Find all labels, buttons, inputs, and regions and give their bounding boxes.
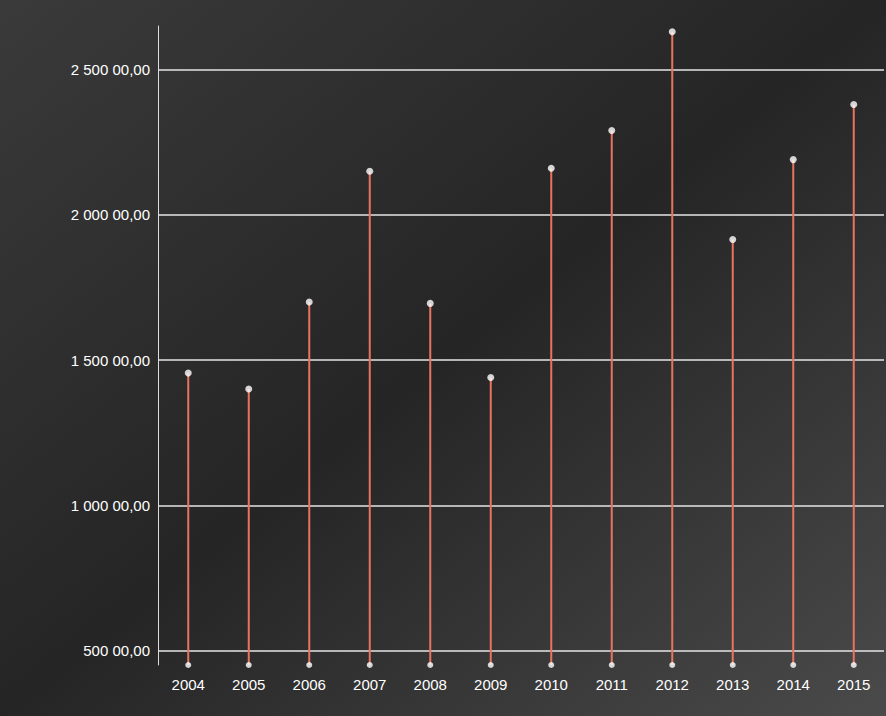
svg-text:2010: 2010: [535, 676, 568, 693]
svg-text:2013: 2013: [716, 676, 749, 693]
svg-text:2014: 2014: [777, 676, 810, 693]
svg-text:2005: 2005: [232, 676, 265, 693]
svg-text:2006: 2006: [293, 676, 326, 693]
svg-text:1 500 00,00: 1 500 00,00: [71, 352, 150, 369]
svg-text:2009: 2009: [474, 676, 507, 693]
svg-text:2015: 2015: [837, 676, 870, 693]
svg-text:1 000 00,00: 1 000 00,00: [71, 497, 150, 514]
svg-text:500 00,00: 500 00,00: [83, 642, 150, 659]
svg-text:2008: 2008: [414, 676, 447, 693]
svg-text:2012: 2012: [656, 676, 689, 693]
svg-text:2 000 00,00: 2 000 00,00: [71, 206, 150, 223]
svg-text:2011: 2011: [596, 676, 628, 693]
svg-text:2 500 00,00: 2 500 00,00: [71, 61, 150, 78]
svg-text:2004: 2004: [172, 676, 205, 693]
svg-text:2007: 2007: [353, 676, 386, 693]
